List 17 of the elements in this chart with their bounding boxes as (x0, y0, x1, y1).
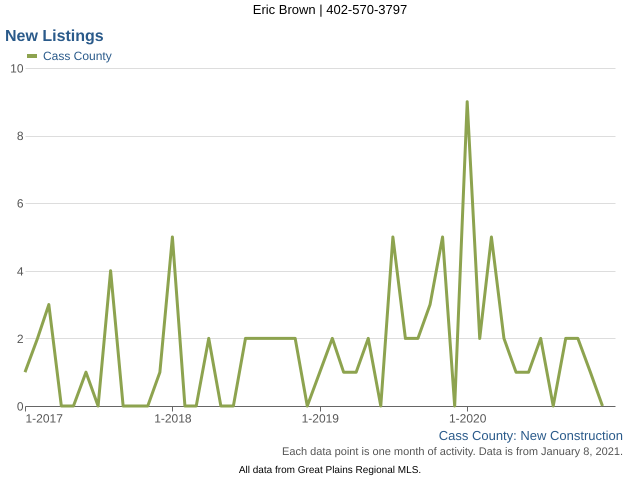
y-tick-label: 2 (16, 332, 24, 346)
y-tick-label: 10 (10, 62, 24, 76)
y-tick-label: 8 (16, 129, 24, 144)
text: Cass County: New Construction (438, 428, 623, 443)
legend-label: Cass County (43, 49, 112, 63)
x-tick-label: 1-2017 (26, 412, 64, 426)
y-tick-label: 0 (16, 400, 24, 414)
x-tick-label: 1-2020 (449, 412, 487, 426)
x-tick-label: 1-2018 (154, 412, 192, 426)
text: All data from Great Plains Regional MLS. (238, 465, 422, 476)
chart-title: New Listings (5, 28, 104, 45)
y-tick-label: 4 (16, 264, 24, 278)
y-tick-label: 6 (16, 196, 24, 211)
line-series (24, 100, 604, 408)
x-tick-label: 1-2019 (302, 412, 340, 426)
text: Eric Brown | 402-570-3797 (252, 2, 408, 17)
text: Each data point is one month of activity. Data is from January 8, 2021. (282, 446, 623, 458)
